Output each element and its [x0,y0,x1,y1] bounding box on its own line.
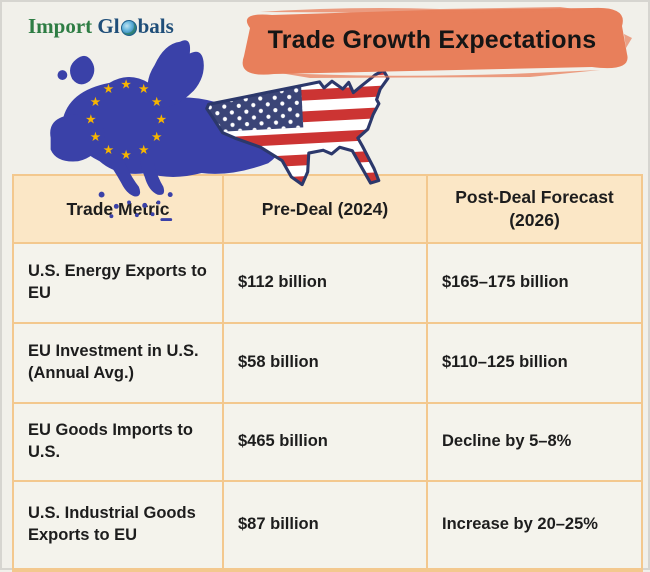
row1-post-deal-value: $165–175 billion [428,244,641,324]
eu-flag-map-icon: ★ ★★★★★★★★★★★ [50,40,287,222]
row2-post-deal-value: $110–125 billion [428,324,641,404]
row3-metric: EU Goods Imports to U.S. [14,404,224,482]
svg-text:★: ★ [138,82,149,97]
row1-pre-deal-value: $112 billion [224,244,428,324]
globe-icon [120,19,137,36]
svg-text:★: ★ [151,130,162,145]
svg-text:★: ★ [156,113,167,128]
row4-pre-deal-value: $87 billion [224,482,428,570]
logo-text-bals: bals [137,14,174,38]
page-title: Trade Growth Expectations [267,25,597,54]
row3-pre-deal-value: $465 billion [224,404,428,482]
title-banner: Trade Growth Expectations [230,4,634,80]
brush-stroke-background [242,7,632,78]
svg-text:★: ★ [90,95,101,110]
row3-post-deal-value: Decline by 5–8% [428,404,641,482]
trade-table: Trade Metric Pre-Deal (2024) Post-Deal F… [12,174,643,572]
logo-text-gl: Gl [97,14,120,38]
logo-text-import: Import [28,14,93,38]
column-header-post-deal: Post-Deal Forecast (2026) [428,176,641,244]
eu-stars-circle: ★ ★★★★★★★★★★★ [85,77,167,163]
row4-metric: U.S. Industrial Goods Exports to EU [14,482,224,570]
svg-text:★: ★ [138,143,149,158]
svg-text:★: ★ [85,113,96,128]
row1-metric: U.S. Energy Exports to EU [14,244,224,324]
column-header-trade-metric: Trade Metric [14,176,224,244]
row2-metric: EU Investment in U.S. (Annual Avg.) [14,324,224,404]
row4-post-deal-value: Increase by 20–25% [428,482,641,570]
svg-text:★: ★ [103,82,114,97]
svg-text:★: ★ [151,95,162,110]
us-flag-map-icon [205,68,394,192]
svg-text:★: ★ [120,148,131,163]
svg-text:★: ★ [120,77,131,92]
import-globals-logo: Import Gl bals [28,14,174,39]
column-header-pre-deal: Pre-Deal (2024) [224,176,428,244]
row2-pre-deal-value: $58 billion [224,324,428,404]
svg-text:★: ★ [90,130,101,145]
svg-text:★: ★ [103,143,114,158]
